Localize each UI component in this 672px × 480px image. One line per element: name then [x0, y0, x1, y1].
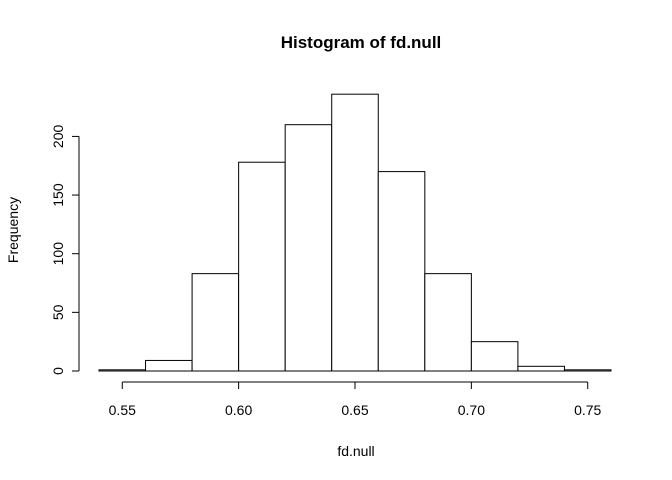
y-axis-label: Frequency — [5, 197, 21, 263]
histogram-bar — [284, 124, 333, 372]
y-tick-label: 200 — [50, 125, 66, 149]
x-tick-label: 0.70 — [458, 402, 485, 418]
histogram-bar — [563, 369, 612, 372]
histogram-bar — [377, 171, 426, 372]
histogram-bar — [98, 369, 147, 372]
histogram-bar — [470, 341, 519, 372]
chart-title: Histogram of fd.null — [281, 33, 442, 52]
x-axis-label: fd.null — [337, 443, 374, 459]
histogram-bar — [238, 161, 286, 372]
x-tick-label: 0.65 — [341, 402, 368, 418]
y-tick-label: 50 — [50, 304, 66, 320]
y-axis: 0 50 100 150 200 — [50, 125, 80, 375]
y-tick-label: 0 — [50, 367, 66, 375]
y-tick-label: 150 — [50, 183, 66, 207]
x-tick-label: 0.60 — [225, 402, 252, 418]
x-tick-label: 0.55 — [109, 402, 136, 418]
histogram-bar — [517, 365, 565, 372]
histogram-bar — [145, 359, 193, 372]
histogram-bar — [331, 93, 379, 372]
x-axis: 0.55 0.60 0.65 0.70 0.75 — [109, 381, 602, 418]
x-tick-label: 0.75 — [574, 402, 601, 418]
histogram-bar — [191, 273, 240, 372]
histogram-bar — [424, 273, 472, 372]
bars-group — [98, 93, 612, 372]
y-tick-label: 100 — [50, 242, 66, 266]
